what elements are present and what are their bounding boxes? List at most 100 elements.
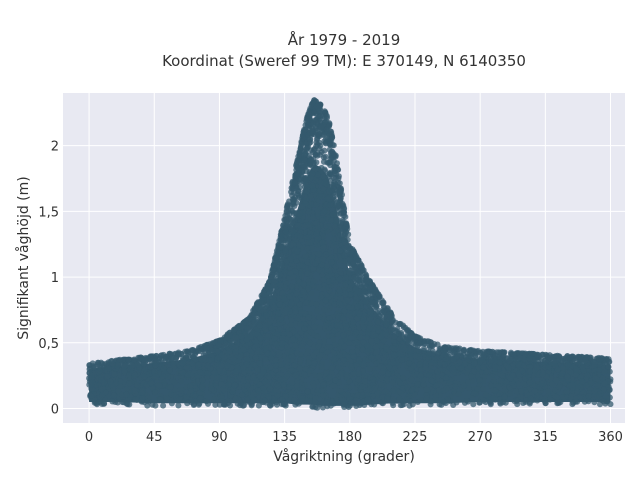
data-point [322, 322, 329, 329]
data-point [347, 291, 354, 298]
data-point [283, 357, 290, 363]
data-point [309, 182, 316, 189]
data-point [353, 339, 360, 346]
data-point [296, 242, 303, 249]
data-point [391, 333, 398, 340]
data-point [384, 395, 391, 402]
data-point [341, 258, 348, 264]
data-point [316, 324, 323, 331]
data-point [311, 146, 318, 153]
data-point [281, 295, 288, 302]
data-point [600, 398, 607, 405]
data-point [348, 363, 355, 370]
data-point [309, 380, 316, 386]
data-point [299, 395, 306, 402]
data-point [168, 391, 174, 398]
data-point [534, 371, 541, 378]
data-point [294, 378, 300, 385]
data-point [346, 339, 353, 346]
data-point [350, 319, 357, 326]
data-point [166, 367, 173, 374]
data-point [412, 333, 419, 340]
data-point [549, 381, 556, 388]
data-point [260, 385, 267, 392]
data-point [315, 213, 322, 220]
data-point [515, 370, 522, 377]
data-point [286, 293, 293, 300]
data-point [368, 354, 375, 361]
data-point [328, 217, 335, 224]
data-point [342, 282, 349, 289]
data-point [323, 399, 330, 406]
data-point [272, 362, 279, 369]
data-point [288, 207, 295, 214]
data-point [164, 373, 171, 380]
data-point [138, 389, 145, 396]
data-point [568, 393, 575, 400]
data-point [305, 355, 312, 362]
data-point [319, 239, 326, 246]
data-point [363, 277, 370, 284]
chart-title-line2: Koordinat (Sweref 99 TM): E 370149, N 61… [162, 52, 526, 70]
data-point [408, 376, 415, 383]
data-point [306, 239, 313, 246]
data-point [279, 290, 286, 297]
data-point [269, 274, 276, 280]
data-point [292, 215, 299, 222]
data-point [359, 392, 366, 399]
data-point [523, 397, 530, 404]
data-point [293, 210, 300, 217]
data-point [312, 260, 319, 267]
data-point [123, 391, 130, 398]
data-point [310, 265, 317, 272]
data-point [338, 388, 345, 395]
data-point [599, 375, 606, 382]
data-point [449, 365, 456, 372]
data-point [344, 374, 351, 381]
data-point [580, 367, 587, 374]
data-point [332, 263, 339, 270]
data-point [503, 379, 510, 386]
data-point [353, 361, 360, 368]
data-point [335, 313, 342, 320]
data-point [313, 159, 320, 166]
data-point [408, 352, 414, 359]
data-point [314, 333, 321, 340]
data-point [472, 352, 479, 359]
data-point [178, 378, 185, 385]
data-point [276, 272, 283, 279]
data-point [456, 350, 463, 357]
data-point [126, 372, 133, 379]
data-point [216, 368, 223, 374]
data-point [488, 357, 495, 364]
data-point [107, 378, 114, 385]
data-point [225, 381, 232, 388]
data-point [126, 380, 133, 387]
data-point [307, 139, 314, 146]
data-point [255, 387, 262, 394]
data-point [341, 343, 348, 350]
data-point [444, 369, 451, 376]
data-point [293, 290, 300, 297]
data-point [496, 390, 503, 397]
data-point [363, 334, 370, 341]
data-point [326, 374, 333, 381]
data-point [313, 220, 320, 227]
data-point [398, 357, 405, 364]
data-point [515, 361, 522, 368]
data-point [220, 386, 226, 393]
data-point [322, 297, 329, 304]
data-point [258, 297, 265, 304]
data-point [262, 322, 269, 329]
data-point [221, 374, 228, 381]
data-point [299, 343, 306, 350]
data-point [302, 366, 309, 373]
data-point [366, 366, 373, 373]
data-point [321, 179, 328, 186]
data-point [234, 400, 241, 407]
data-point [607, 401, 614, 408]
data-point [304, 397, 311, 404]
data-point [294, 157, 301, 164]
data-point [282, 216, 289, 223]
data-point [314, 171, 321, 178]
